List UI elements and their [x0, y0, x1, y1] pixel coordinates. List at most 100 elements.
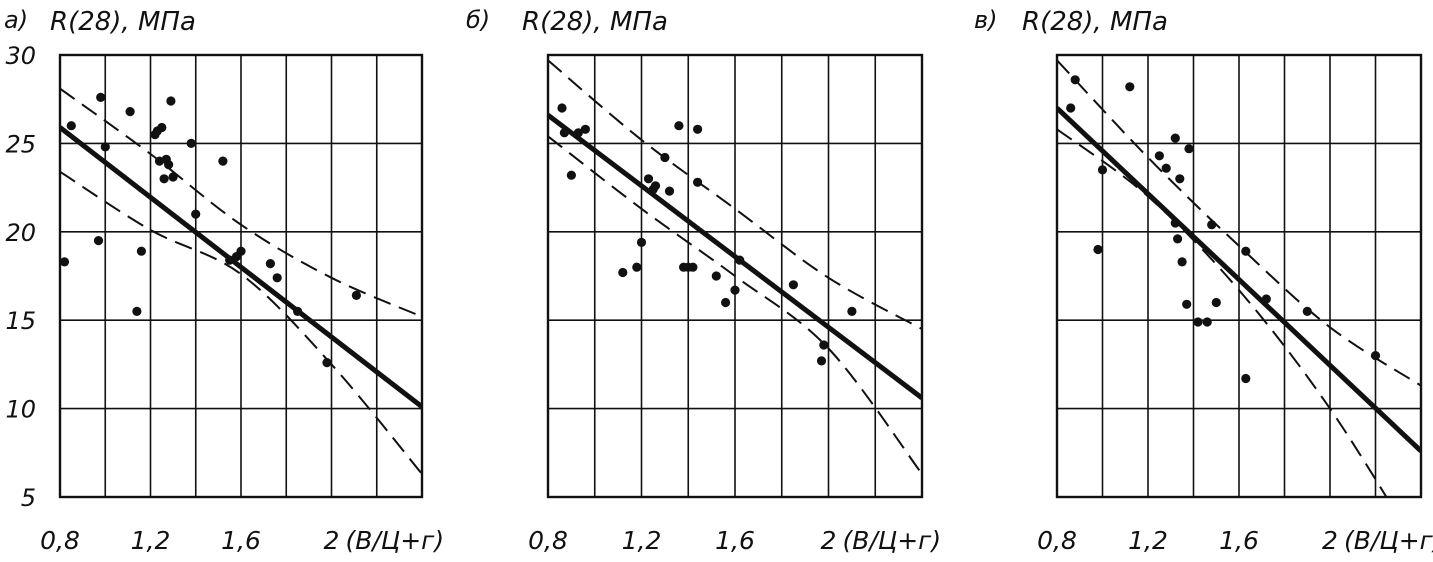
data-point — [164, 160, 174, 170]
x-axis-label: (В/Ц+г) — [1344, 526, 1433, 555]
y-axis-label: R(28), МПа — [50, 7, 196, 37]
x-axis-label: (В/Ц+г) — [346, 526, 445, 555]
data-point — [1193, 317, 1203, 327]
data-point — [1125, 82, 1135, 92]
plot-frame — [546, 53, 924, 499]
data-point — [636, 237, 647, 247]
plot-frame — [1055, 53, 1423, 499]
panel-letter: в) — [974, 6, 998, 34]
data-point — [1175, 174, 1185, 184]
grid — [1057, 55, 1421, 497]
data-point — [1093, 244, 1103, 255]
y-tick-label: 25 — [5, 130, 36, 158]
data-point — [100, 142, 110, 152]
y-axis-label: R(28), МПа — [1022, 7, 1168, 37]
data-point — [557, 103, 567, 113]
data-point — [1170, 218, 1180, 228]
data-point — [1066, 103, 1076, 113]
x-tick-label: 1,6 — [221, 526, 261, 555]
data-point — [1170, 133, 1180, 143]
data-point — [66, 121, 76, 131]
confidence-band-upper — [548, 59, 922, 330]
confidence-band-lower — [1057, 128, 1388, 497]
data-point — [660, 152, 670, 163]
x-tick-label: 1,2 — [622, 526, 662, 555]
data-point — [788, 280, 799, 290]
data-point — [93, 236, 104, 246]
data-point — [1211, 297, 1221, 308]
data-point — [293, 306, 303, 316]
y-tick-label: 20 — [5, 219, 36, 247]
data-point — [96, 92, 106, 102]
data-point — [735, 255, 745, 265]
data-point — [730, 285, 740, 295]
plot-frame — [58, 53, 424, 499]
data-point — [136, 246, 146, 256]
data-point — [632, 262, 642, 272]
data-point — [125, 107, 135, 117]
data-point — [159, 174, 169, 184]
data-point — [351, 290, 361, 300]
regression-line — [1057, 106, 1421, 453]
x-tick-label: 2 — [1322, 526, 1338, 555]
x-tick-label: 1,6 — [1219, 526, 1259, 555]
confidence-band-upper — [1057, 59, 1421, 387]
x-tick-label: 0,8 — [1037, 526, 1077, 555]
data-point — [618, 267, 628, 278]
data-point — [1261, 294, 1271, 304]
data-point — [1241, 373, 1251, 384]
data-point — [580, 124, 591, 134]
data-point — [236, 246, 246, 256]
y-tick-label: 15 — [5, 307, 36, 335]
data-point — [225, 255, 235, 265]
data-point — [265, 259, 275, 269]
data-point — [664, 186, 675, 196]
confidence-band-lower — [548, 135, 922, 475]
data-point — [1173, 234, 1183, 244]
data-point — [643, 174, 654, 184]
x-tick-label: 1,2 — [1128, 526, 1168, 555]
data-point — [218, 156, 228, 166]
data-point — [650, 181, 661, 191]
data-point — [1184, 144, 1194, 154]
x-tick-label: 1,6 — [715, 526, 755, 555]
data-point — [721, 297, 731, 308]
data-point — [674, 121, 684, 131]
data-point — [1177, 257, 1187, 267]
data-point — [1097, 165, 1108, 175]
data-point — [166, 96, 176, 106]
data-point — [1207, 220, 1217, 230]
x-tick-label: 2 — [821, 526, 837, 555]
data-point — [1161, 163, 1171, 173]
data-point — [566, 170, 577, 180]
data-point — [711, 271, 721, 281]
x-tick-label: 1,2 — [131, 526, 171, 555]
data-point — [1302, 306, 1312, 316]
data-point — [847, 306, 857, 316]
data-point — [132, 306, 142, 316]
data-point — [688, 262, 698, 272]
grid — [60, 55, 422, 497]
y-axis-label: R(28), МПа — [522, 7, 668, 37]
data-point — [816, 356, 827, 366]
data-point — [157, 122, 167, 133]
x-axis-label: (В/Ц+г) — [843, 526, 942, 555]
data-point — [573, 128, 584, 138]
data-point — [1182, 299, 1192, 309]
regression-line — [548, 113, 922, 400]
data-point — [1241, 246, 1251, 256]
data-point — [559, 128, 570, 138]
x-tick-label: 0,8 — [40, 526, 80, 555]
data-point — [272, 273, 282, 283]
panel-letter: б) — [466, 6, 490, 34]
data-point — [186, 138, 196, 148]
chart-panel-a: а) R(28), МПа 5 10 15 20 25 30 0,8 1,2 1,6 2 (В/Ц+г) — [4, 6, 444, 555]
data-point — [191, 209, 201, 219]
data-point — [693, 124, 703, 134]
x-tick-label: 2 — [324, 526, 340, 555]
data-point — [819, 340, 829, 350]
data-point — [1202, 317, 1212, 327]
y-tick-label: 10 — [5, 396, 36, 424]
chart-panel-c: в) R(28), МПа 0,8 1,2 1,6 2 (В/Ц+г) — [974, 6, 1433, 555]
data-point — [59, 257, 70, 267]
